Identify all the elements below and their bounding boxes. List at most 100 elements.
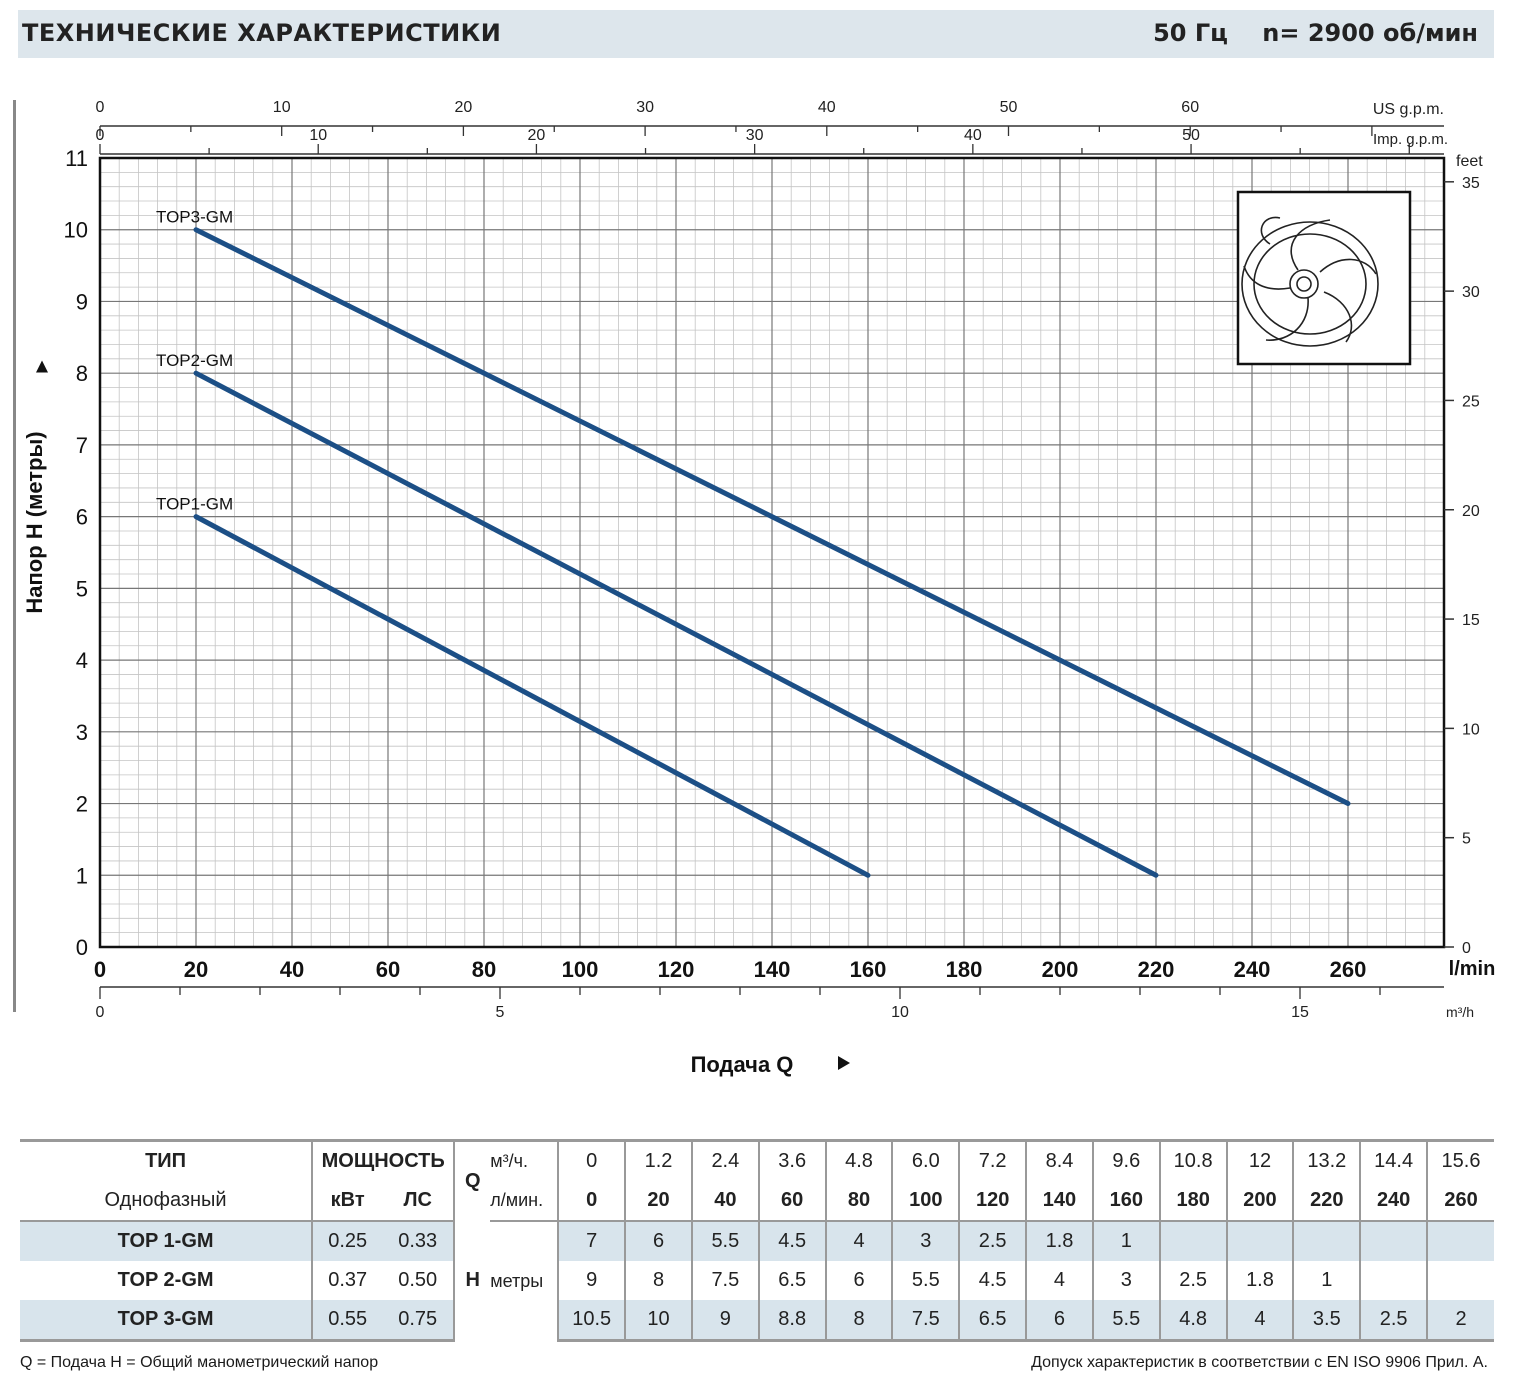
us-gpm-unit-label: US g.p.m.	[1373, 101, 1444, 118]
y-tick-label: 9	[76, 289, 88, 314]
hp-header: ЛС	[382, 1181, 455, 1222]
footer-legend: Q = Подача H = Общий манометрический нап…	[20, 1354, 379, 1371]
us-gpm-tick-label: 50	[1000, 99, 1018, 116]
y-axis-label: Напор H (метры)	[22, 431, 47, 613]
y-tick-label: 7	[76, 433, 88, 458]
table-cell	[1359, 1261, 1428, 1300]
x-tick-label: 200	[1042, 957, 1079, 982]
table-cell: 10	[624, 1300, 692, 1342]
feet-tick-label: 5	[1462, 831, 1471, 848]
table-cell: 6	[824, 1261, 893, 1300]
feet-tick-label: 0	[1462, 940, 1471, 957]
table-cell: 6	[1025, 1300, 1093, 1342]
x-tick-label: 120	[658, 957, 695, 982]
table-cell: 15.6	[1426, 1139, 1494, 1181]
table-cell: 3	[1091, 1261, 1160, 1300]
y-tick-label: 8	[76, 361, 88, 386]
table-cell: 5.5	[1091, 1300, 1160, 1342]
x-tick-label: 260	[1330, 957, 1367, 982]
y-tick-label: 6	[76, 505, 88, 530]
table-cell: 14.4	[1359, 1139, 1428, 1181]
speed-label: n= 2900 об/мин	[1262, 19, 1478, 47]
kw-header: кВт	[311, 1181, 383, 1222]
table-cell: 5.5	[891, 1261, 960, 1300]
m3h-tick-label: 15	[1291, 1004, 1309, 1021]
table-cell: 1.8	[1025, 1221, 1093, 1261]
model-name: TOP 2-GM	[117, 1269, 214, 1291]
x-tick-label: 80	[472, 957, 496, 982]
us-gpm-tick-label: 40	[818, 99, 836, 116]
x-tick-label: 140	[754, 957, 791, 982]
table-cell	[1292, 1221, 1361, 1261]
y-tick-label: 10	[64, 218, 88, 243]
table-cell: 1	[1292, 1261, 1361, 1300]
imp-gpm-tick-label: 0	[96, 127, 105, 144]
q-letter: Q	[453, 1139, 491, 1221]
x-tick-label: 60	[376, 957, 400, 982]
table-cell: 9	[557, 1261, 626, 1300]
table-cell: 1.2	[624, 1139, 692, 1181]
table-cell: 2	[1426, 1300, 1494, 1342]
table-cell: 8.8	[757, 1300, 826, 1342]
table-cell: 3.6	[757, 1139, 826, 1181]
table-cell: 60	[757, 1181, 826, 1222]
us-gpm-tick-label: 30	[636, 99, 654, 116]
table-cell: 8.4	[1025, 1139, 1093, 1181]
m3h-tick-label: 5	[496, 1004, 505, 1021]
table-cell: 9.6	[1091, 1139, 1160, 1181]
table-row: TOP 2-GM 0.37 0.50 9 8 7.5 6.5 6 5.5 4.5…	[20, 1261, 1494, 1300]
x-tick-label: 240	[1234, 957, 1271, 982]
type-subheader: Однофазный	[20, 1181, 313, 1222]
imp-gpm-tick-label: 20	[528, 127, 546, 144]
header-specs: 50 Гц n= 2900 об/мин	[1127, 19, 1478, 47]
table-cell: 0	[557, 1139, 626, 1181]
x-tick-label: 100	[562, 957, 599, 982]
table-cell: 0.25	[311, 1221, 383, 1261]
series-line	[193, 227, 1351, 807]
x-tick-label: 220	[1138, 957, 1175, 982]
frequency-label: 50 Гц	[1153, 19, 1228, 47]
m3h-tick-label: 0	[96, 1004, 105, 1021]
table-cell: 5.5	[690, 1221, 759, 1261]
us-gpm-tick-label: 20	[455, 99, 473, 116]
q-unit-lmin: л/мин.	[490, 1181, 559, 1222]
table-cell: 4.8	[824, 1139, 893, 1181]
table-cell: 240	[1359, 1181, 1428, 1222]
y-tick-label: 2	[76, 792, 88, 817]
table-cell: 80	[824, 1181, 893, 1222]
table-cell: 0.75	[382, 1300, 455, 1342]
table-cell: 1.8	[1225, 1261, 1294, 1300]
table-cell: 7.5	[891, 1300, 960, 1342]
feet-tick-label: 35	[1462, 175, 1480, 192]
x-tick-label: 40	[280, 957, 304, 982]
footer-note: Допуск характеристик в соответствии с EN…	[1031, 1354, 1488, 1371]
table-cell: 0	[557, 1181, 626, 1222]
y-tick-label: 11	[65, 146, 88, 171]
specifications-table: ТИП МОЩНОСТЬ Q м³/ч. 0 1.2 2.4 3.6 4.8 6…	[20, 1139, 1494, 1342]
table-cell: 0.55	[311, 1300, 383, 1342]
table-cell	[1426, 1221, 1494, 1261]
table-cell: 140	[1025, 1181, 1093, 1222]
feet-tick-label: 15	[1462, 612, 1480, 629]
table-cell: 4.5	[757, 1221, 826, 1261]
table-cell: 40	[690, 1181, 759, 1222]
table-cell: 20	[624, 1181, 692, 1222]
type-header: ТИП	[20, 1139, 313, 1181]
table-cell: 10.5	[557, 1300, 626, 1342]
series-label: TOP2-GM	[156, 351, 233, 370]
us-gpm-tick-label: 0	[96, 99, 105, 116]
imp-gpm-tick-label: 40	[964, 127, 982, 144]
imp-gpm-tick-label: 10	[309, 127, 327, 144]
x-tick-label: 180	[946, 957, 983, 982]
table-cell: 6.5	[757, 1261, 826, 1300]
table-cell: 2.5	[1359, 1300, 1428, 1342]
h-letter: H	[453, 1221, 491, 1341]
table-cell	[1158, 1221, 1227, 1261]
table-cell: 10.8	[1158, 1139, 1227, 1181]
table-cell: 6	[624, 1221, 692, 1261]
feet-tick-label: 25	[1462, 393, 1480, 410]
y-tick-label: 1	[76, 863, 88, 888]
table-cell: 9	[690, 1300, 759, 1342]
table-cell: 6.0	[891, 1139, 960, 1181]
table-cell: 6.5	[958, 1300, 1027, 1342]
